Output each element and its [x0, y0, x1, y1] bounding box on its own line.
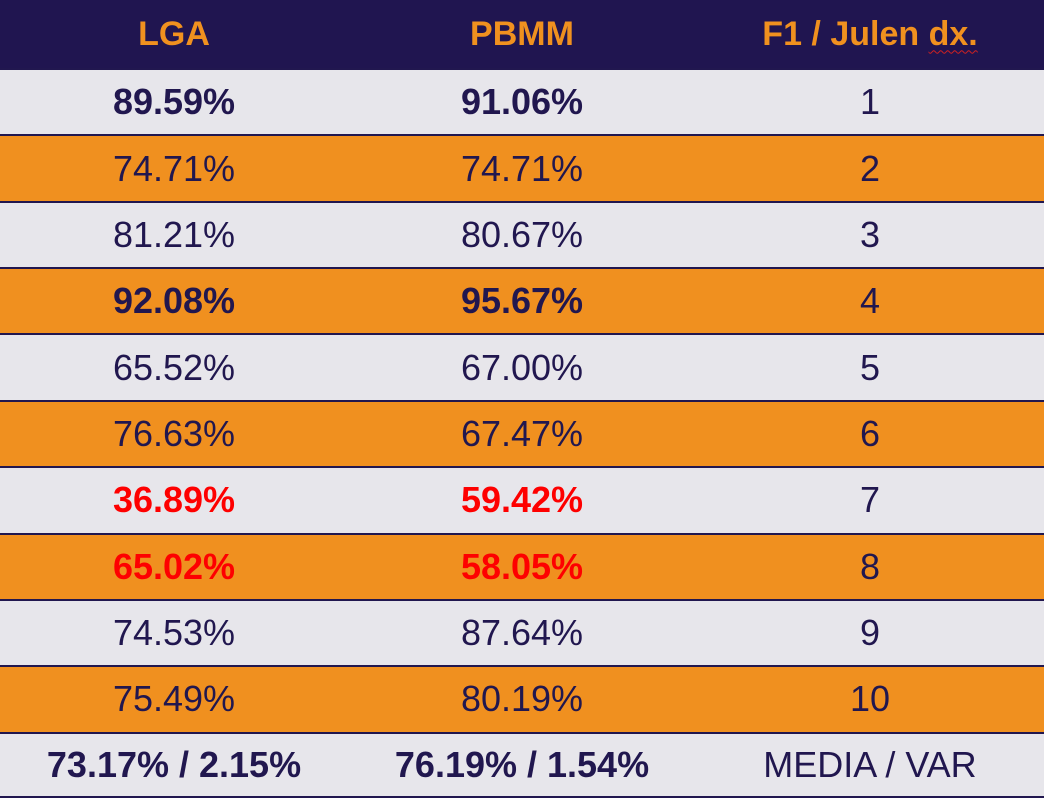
table-cell-pbmm: 74.71%	[348, 134, 696, 201]
table-cell-id: 3	[696, 200, 1044, 268]
table-cell-pbmm: 67.47%	[348, 399, 696, 467]
table-cell-pbmm: 80.67%	[348, 200, 696, 268]
table-cell-lga: 89.59%	[0, 68, 348, 135]
summary-label: MEDIA / VAR	[696, 731, 1044, 798]
table-cell-lga: 36.89%	[0, 466, 348, 533]
table-cell-lga: 65.52%	[0, 333, 348, 400]
table-cell-lga: 75.49%	[0, 665, 348, 732]
table-cell-id: 5	[696, 333, 1044, 400]
table-cell-pbmm: 91.06%	[348, 68, 696, 135]
table-cell-pbmm: 67.00%	[348, 333, 696, 400]
column-header-lga: LGA	[0, 0, 348, 68]
table-cell-pbmm: 58.05%	[348, 532, 696, 599]
column-header-pbmm: PBMM	[348, 0, 696, 68]
table-cell-id: 8	[696, 532, 1044, 599]
table-cell-id: 2	[696, 134, 1044, 201]
table-cell-id: 6	[696, 399, 1044, 467]
summary-lga: 73.17% / 2.15%	[0, 731, 348, 798]
table-cell-lga: 65.02%	[0, 532, 348, 599]
table-cell-pbmm: 87.64%	[348, 598, 696, 666]
table-cell-id: 7	[696, 466, 1044, 533]
table-cell-lga: 76.63%	[0, 399, 348, 467]
table-cell-id: 9	[696, 598, 1044, 666]
table-cell-pbmm: 95.67%	[348, 267, 696, 334]
table-cell-pbmm: 59.42%	[348, 466, 696, 533]
table-cell-pbmm: 80.19%	[348, 665, 696, 732]
table-cell-lga: 81.21%	[0, 200, 348, 268]
table-cell-lga: 74.71%	[0, 134, 348, 201]
table-cell-id: 4	[696, 267, 1044, 334]
table-cell-id: 1	[696, 68, 1044, 135]
table-cell-id: 10	[696, 665, 1044, 732]
table-cell-lga: 74.53%	[0, 598, 348, 666]
column-header-f1-julen: F1 / Julen dx.	[696, 0, 1044, 68]
summary-pbmm: 76.19% / 1.54%	[348, 731, 696, 798]
table-cell-lga: 92.08%	[0, 267, 348, 334]
